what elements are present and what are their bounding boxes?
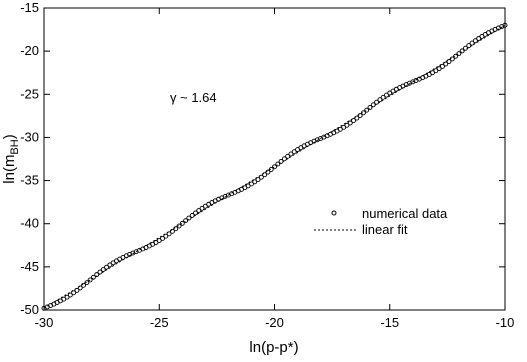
x-tick-label: -25	[150, 315, 169, 330]
y-tick-label: -30	[20, 129, 39, 144]
data-point	[252, 179, 258, 185]
data-point	[74, 287, 80, 293]
data-point	[374, 99, 380, 105]
data-point	[87, 277, 93, 283]
y-tick-label: -15	[20, 0, 39, 15]
legend-label-linear-fit: linear fit	[362, 222, 408, 237]
data-point	[163, 233, 169, 239]
data-point	[71, 290, 77, 296]
data-point	[436, 66, 442, 72]
x-tick-label: -20	[265, 315, 284, 330]
legend-marker-numerical-data	[331, 210, 337, 216]
data-point	[384, 92, 389, 98]
y-tick-label: -40	[20, 216, 39, 231]
data-point	[439, 63, 445, 69]
data-point	[104, 264, 110, 270]
data-point	[433, 68, 439, 74]
data-point	[179, 220, 185, 226]
data-point	[344, 122, 350, 128]
linear-fit-line	[43, 24, 506, 309]
x-tick-labels: -30 -25 -20 -15 -10	[35, 315, 515, 330]
y-axis-label: ln(mBH)	[1, 134, 21, 183]
data-point	[443, 61, 449, 67]
x-tick-label: -30	[35, 315, 54, 330]
data-point	[377, 97, 383, 103]
data-point	[64, 294, 70, 300]
data-point	[456, 51, 462, 57]
data-point	[160, 235, 165, 241]
data-point	[341, 124, 347, 130]
gamma-annotation: γ ~ 1.64	[170, 90, 217, 105]
data-point	[288, 151, 294, 157]
y-tick-label: -50	[20, 302, 39, 317]
data-point	[272, 164, 277, 170]
y-tick-label: -35	[20, 173, 39, 188]
data-point	[285, 153, 291, 159]
data-point	[466, 43, 472, 49]
data-point	[364, 107, 370, 113]
data-point	[281, 156, 287, 162]
y-tick-label: -25	[20, 86, 39, 101]
y-axis-label-close: )	[1, 134, 18, 139]
x-tick-label: -15	[380, 315, 399, 330]
data-point	[77, 285, 83, 291]
data-point	[248, 181, 254, 187]
data-point	[67, 292, 73, 298]
data-point	[446, 59, 452, 64]
data-point	[199, 205, 205, 211]
data-point	[502, 22, 508, 28]
data-point	[262, 172, 268, 178]
legend: numerical data linear fit	[314, 206, 448, 237]
x-axis-label: ln(p-p*)	[249, 339, 298, 356]
data-point	[107, 262, 113, 268]
data-point	[166, 231, 172, 237]
data-point	[476, 36, 482, 41]
y-tick-label: -20	[20, 43, 39, 58]
data-point	[156, 238, 162, 243]
legend-label-numerical-data: numerical data	[362, 206, 448, 221]
y-axis-label-sub: BH	[9, 139, 21, 154]
data-point	[169, 228, 175, 234]
data-point	[255, 177, 261, 183]
data-point	[196, 208, 202, 213]
data-point	[472, 38, 478, 44]
fit-line-group	[43, 24, 506, 309]
y-tick-label: -45	[20, 259, 39, 274]
x-tick-label: -10	[496, 315, 515, 330]
data-point	[347, 120, 353, 126]
data-point	[258, 174, 264, 180]
data-point	[469, 40, 475, 46]
data-point	[351, 118, 356, 124]
data-point	[354, 115, 360, 121]
y-axis-label-main: ln(m	[1, 155, 18, 184]
data-point	[81, 282, 86, 288]
axis-ticks	[43, 7, 506, 311]
y-tick-labels: -50 -45 -40 -35 -30 -25 -20 -15	[20, 0, 39, 317]
data-point	[380, 94, 386, 100]
data-point	[291, 149, 297, 155]
